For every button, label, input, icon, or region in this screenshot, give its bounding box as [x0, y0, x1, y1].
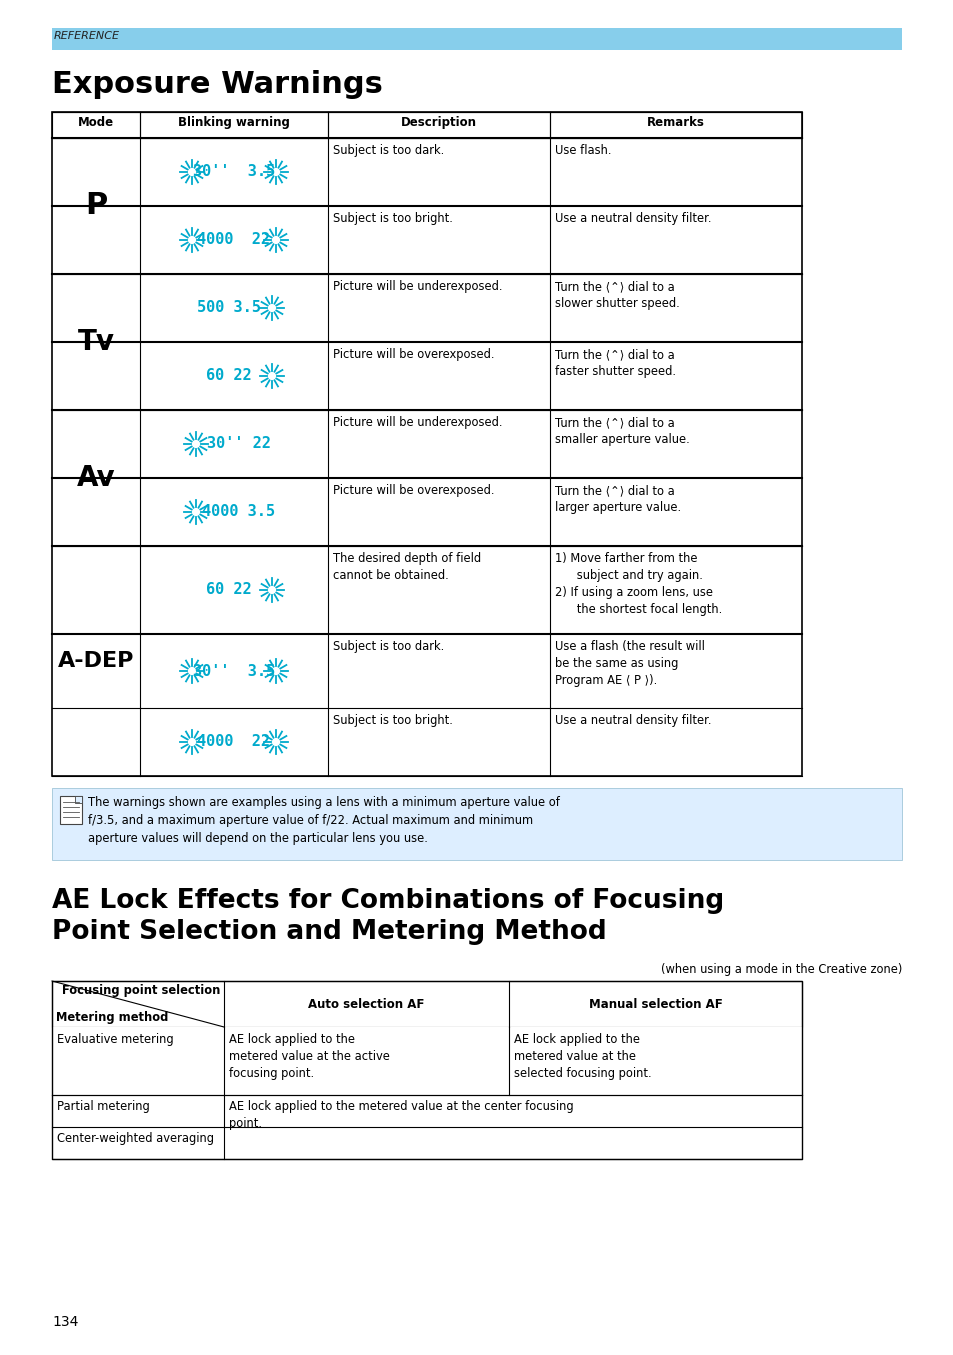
Text: Tv: Tv — [77, 328, 114, 356]
Text: Picture will be overexposed.: Picture will be overexposed. — [333, 484, 494, 497]
Text: Subject is too bright.: Subject is too bright. — [333, 211, 453, 225]
Text: Turn the ⟨⌃⟩ dial to a
larger aperture value.: Turn the ⟨⌃⟩ dial to a larger aperture v… — [555, 484, 680, 514]
Bar — [52, 112, 801, 138]
Text: Description: Description — [400, 117, 476, 129]
Text: AE lock applied to the
metered value at the
selected focusing point.: AE lock applied to the metered value at … — [514, 1033, 651, 1080]
Text: Subject is too bright.: Subject is too bright. — [333, 714, 453, 728]
Text: Mode: Mode — [78, 117, 114, 129]
Text: AE lock applied to the
metered value at the active
focusing point.: AE lock applied to the metered value at … — [229, 1033, 390, 1080]
Text: 4000 3.5: 4000 3.5 — [202, 504, 275, 519]
Text: Use a neutral density filter.: Use a neutral density filter. — [555, 211, 711, 225]
Text: Partial metering: Partial metering — [57, 1100, 150, 1112]
Text: The warnings shown are examples using a lens with a minimum aperture value of
f/: The warnings shown are examples using a … — [88, 795, 559, 846]
Text: Evaluative metering: Evaluative metering — [57, 1033, 173, 1046]
Text: 60 22: 60 22 — [206, 369, 252, 383]
Bar — [52, 28, 901, 50]
Text: A-DEP: A-DEP — [58, 650, 134, 671]
Bar — [52, 1127, 801, 1159]
Text: 500 3.5: 500 3.5 — [197, 301, 261, 316]
Text: 30''  3.5: 30'' 3.5 — [193, 664, 274, 679]
Text: Exposure Warnings: Exposure Warnings — [52, 70, 382, 99]
Bar — [52, 1027, 801, 1095]
Text: Turn the ⟨⌃⟩ dial to a
smaller aperture value.: Turn the ⟨⌃⟩ dial to a smaller aperture … — [555, 416, 689, 446]
Text: 30''  3.5: 30'' 3.5 — [193, 164, 274, 179]
Text: 4000  22: 4000 22 — [197, 734, 271, 749]
Text: Subject is too dark.: Subject is too dark. — [333, 144, 444, 157]
Text: Picture will be underexposed.: Picture will be underexposed. — [333, 280, 502, 293]
Bar — [52, 981, 801, 1159]
Bar — [60, 795, 82, 824]
Text: 134: 134 — [52, 1314, 78, 1329]
Text: 60 22: 60 22 — [206, 583, 252, 598]
Text: Auto selection AF: Auto selection AF — [308, 997, 424, 1011]
Bar — [75, 795, 82, 804]
Text: Subject is too dark.: Subject is too dark. — [333, 640, 444, 653]
Text: Focusing point selection: Focusing point selection — [62, 984, 220, 997]
Text: 30'' 22: 30'' 22 — [207, 436, 271, 451]
Bar — [52, 981, 801, 1027]
Text: P: P — [85, 191, 107, 221]
Text: (when using a mode in the Creative zone): (when using a mode in the Creative zone) — [659, 963, 901, 976]
Text: Use a neutral density filter.: Use a neutral density filter. — [555, 714, 711, 728]
Text: Use a flash (the result will
be the same as using
Program AE ⟨ P ⟩).: Use a flash (the result will be the same… — [555, 640, 704, 687]
Text: Turn the ⟨⌃⟩ dial to a
faster shutter speed.: Turn the ⟨⌃⟩ dial to a faster shutter sp… — [555, 348, 676, 378]
Text: 1) Move farther from the
      subject and try again.
2) If using a zoom lens, u: 1) Move farther from the subject and try… — [555, 551, 721, 617]
Bar — [52, 789, 901, 860]
Text: The desired depth of field
cannot be obtained.: The desired depth of field cannot be obt… — [333, 551, 480, 583]
Text: Remarks: Remarks — [646, 117, 704, 129]
Text: Turn the ⟨⌃⟩ dial to a
slower shutter speed.: Turn the ⟨⌃⟩ dial to a slower shutter sp… — [555, 280, 679, 310]
Text: Use flash.: Use flash. — [555, 144, 611, 157]
Text: AE Lock Effects for Combinations of Focusing
Point Selection and Metering Method: AE Lock Effects for Combinations of Focu… — [52, 888, 723, 944]
Text: 4000  22: 4000 22 — [197, 233, 271, 248]
Text: Picture will be underexposed.: Picture will be underexposed. — [333, 416, 502, 430]
Text: Center-weighted averaging: Center-weighted averaging — [57, 1131, 213, 1145]
Text: Av: Av — [76, 463, 115, 492]
Text: Picture will be overexposed.: Picture will be overexposed. — [333, 348, 494, 360]
Bar — [52, 112, 801, 776]
Text: Manual selection AF: Manual selection AF — [588, 997, 721, 1011]
Text: Metering method: Metering method — [56, 1011, 168, 1024]
Text: Blinking warning: Blinking warning — [178, 117, 290, 129]
Text: AE lock applied to the metered value at the center focusing
point.: AE lock applied to the metered value at … — [229, 1100, 573, 1130]
Bar — [52, 1095, 801, 1127]
Text: REFERENCE: REFERENCE — [54, 31, 120, 41]
